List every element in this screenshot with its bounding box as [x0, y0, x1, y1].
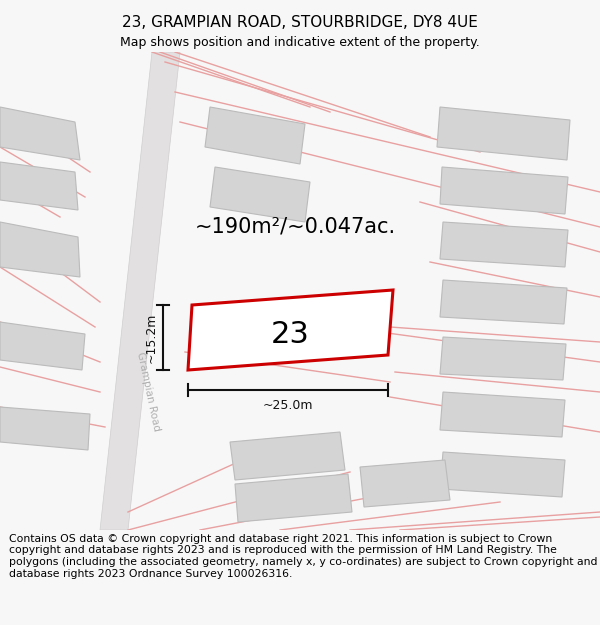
Polygon shape — [440, 167, 568, 214]
Polygon shape — [440, 280, 567, 324]
Polygon shape — [230, 432, 345, 480]
Text: Contains OS data © Crown copyright and database right 2021. This information is : Contains OS data © Crown copyright and d… — [9, 534, 598, 579]
Polygon shape — [188, 290, 393, 370]
Polygon shape — [0, 107, 80, 160]
Text: 23, GRAMPIAN ROAD, STOURBRIDGE, DY8 4UE: 23, GRAMPIAN ROAD, STOURBRIDGE, DY8 4UE — [122, 14, 478, 29]
Polygon shape — [440, 452, 565, 497]
Text: Grampian Road: Grampian Road — [135, 351, 161, 432]
Polygon shape — [100, 52, 180, 530]
Polygon shape — [437, 107, 570, 160]
Text: 23: 23 — [271, 321, 310, 349]
Polygon shape — [235, 474, 352, 522]
Text: ~15.2m: ~15.2m — [145, 312, 157, 362]
Polygon shape — [440, 222, 568, 267]
Text: ~25.0m: ~25.0m — [263, 399, 313, 412]
Polygon shape — [0, 322, 85, 370]
Polygon shape — [360, 460, 450, 507]
Polygon shape — [0, 222, 80, 277]
Polygon shape — [0, 162, 78, 210]
Polygon shape — [205, 107, 305, 164]
Polygon shape — [210, 167, 310, 222]
Polygon shape — [0, 407, 90, 450]
Text: Map shows position and indicative extent of the property.: Map shows position and indicative extent… — [120, 36, 480, 49]
Polygon shape — [440, 392, 565, 437]
Polygon shape — [440, 337, 566, 380]
Text: ~190m²/~0.047ac.: ~190m²/~0.047ac. — [194, 217, 395, 237]
